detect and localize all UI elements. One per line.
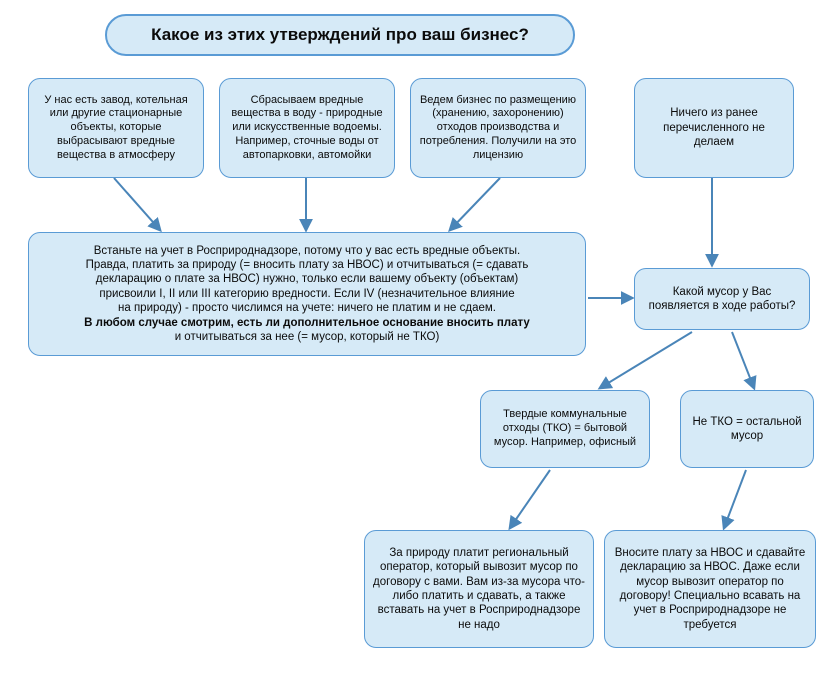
- option-3-node: Ведем бизнес по размещению (хранению, за…: [410, 78, 586, 178]
- option-3-text: Ведем бизнес по размещению (хранению, за…: [419, 94, 577, 163]
- result-right-text: Вносите плату за НВОС и сдавайте деклара…: [613, 546, 807, 632]
- title-text: Какое из этих утверждений про ваш бизнес…: [115, 24, 565, 45]
- not-tko-node: Не ТКО = остальной мусор: [680, 390, 814, 468]
- result-left-node: За природу платит региональный оператор,…: [364, 530, 594, 648]
- tko-node: Твердые коммунальные отходы (ТКО) = быто…: [480, 390, 650, 468]
- register-node: Встаньте на учет в Росприроднадзоре, пот…: [28, 232, 586, 356]
- option-1-node: У нас есть завод, котельная или другие с…: [28, 78, 204, 178]
- register-text: Встаньте на учет в Росприроднадзоре, пот…: [37, 244, 577, 345]
- result-right-node: Вносите плату за НВОС и сдавайте деклара…: [604, 530, 816, 648]
- not-tko-text: Не ТКО = остальной мусор: [689, 415, 805, 444]
- option-2-text: Сбрасываем вредные вещества в воду - при…: [228, 94, 386, 163]
- question-2-text: Какой мусор у Вас появляется в ходе рабо…: [643, 285, 801, 314]
- tko-text: Твердые коммунальные отходы (ТКО) = быто…: [489, 408, 641, 449]
- option-1-text: У нас есть завод, котельная или другие с…: [37, 94, 195, 163]
- option-4-text: Ничего из ранее перечисленного не делаем: [643, 106, 785, 149]
- question-2-node: Какой мусор у Вас появляется в ходе рабо…: [634, 268, 810, 330]
- option-4-node: Ничего из ранее перечисленного не делаем: [634, 78, 794, 178]
- option-2-node: Сбрасываем вредные вещества в воду - при…: [219, 78, 395, 178]
- result-left-text: За природу платит региональный оператор,…: [373, 546, 585, 632]
- title-node: Какое из этих утверждений про ваш бизнес…: [105, 14, 575, 56]
